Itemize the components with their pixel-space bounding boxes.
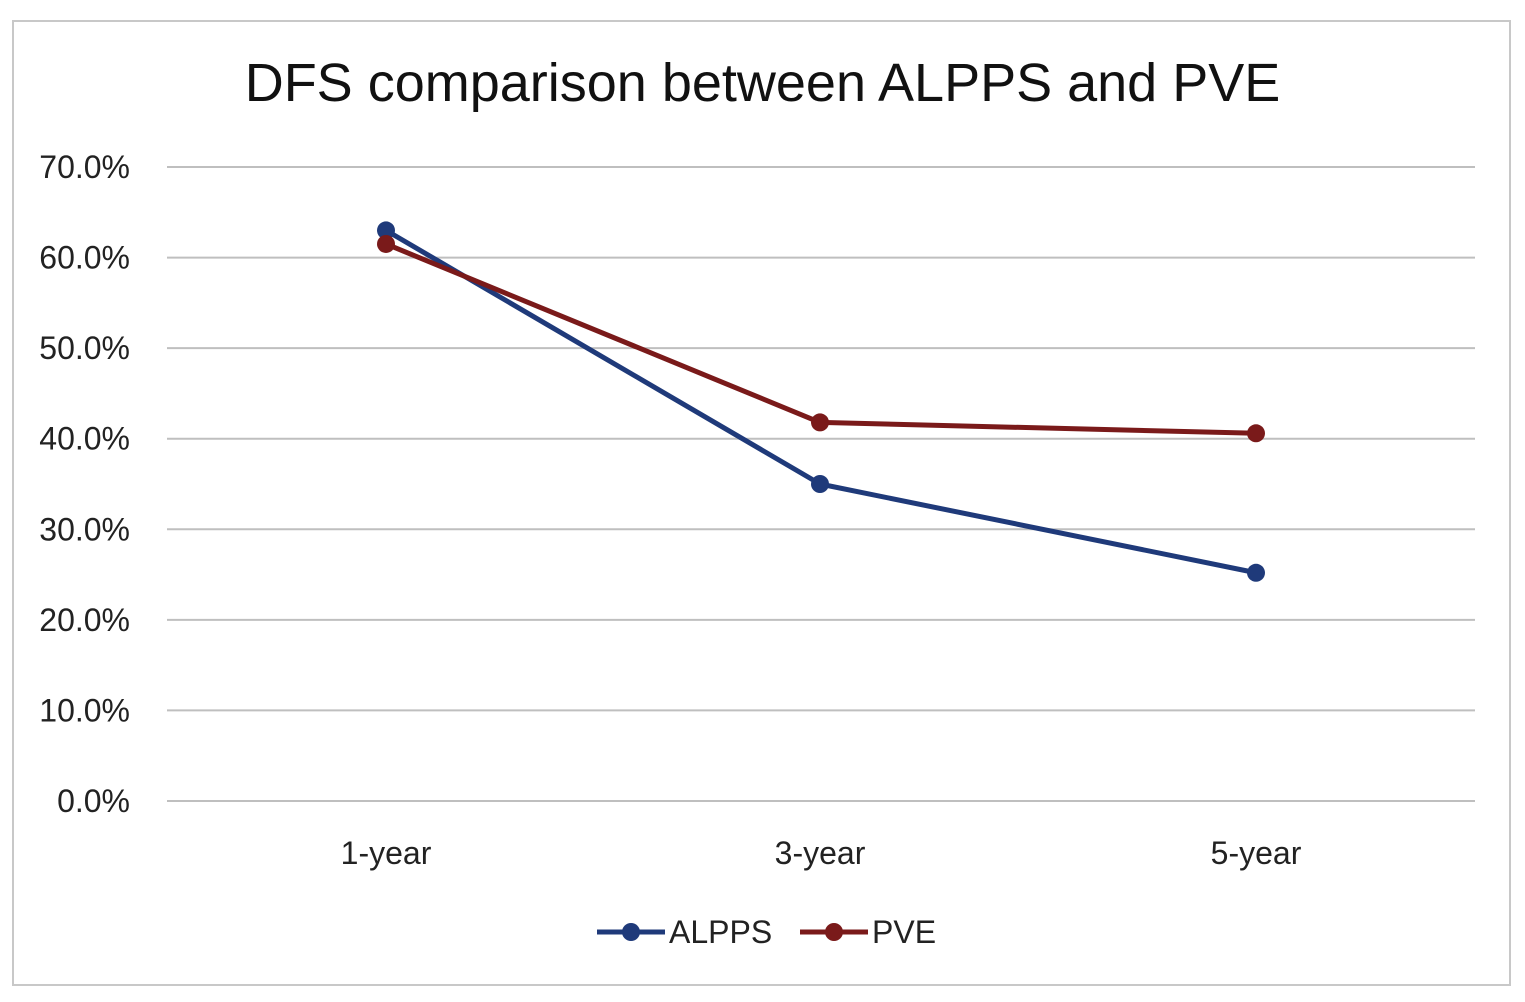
series-lines [377, 221, 1265, 582]
x-tick-label: 1-year [341, 835, 432, 871]
legend-swatch-marker [825, 923, 843, 941]
legend-swatch-marker [622, 923, 640, 941]
series-line-alpps [383, 227, 1259, 576]
series-line-pve [383, 241, 1259, 436]
y-tick-label: 10.0% [39, 692, 130, 728]
data-point-alpps [1247, 563, 1265, 582]
data-point-alpps [377, 221, 395, 240]
data-point-alpps [811, 475, 829, 493]
x-tick-label: 3-year [775, 835, 866, 871]
legend-label-pve: PVE [872, 914, 936, 950]
y-tick-label: 70.0% [39, 149, 130, 185]
grid-lines [167, 166, 1475, 802]
data-point-pve [377, 234, 395, 253]
y-tick-label: 0.0% [57, 783, 130, 819]
y-tick-label: 30.0% [39, 511, 130, 547]
x-axis-tick-labels: 1-year 3-year 5-year [341, 835, 1302, 871]
data-point-pve [1247, 424, 1265, 443]
legend-label-alpps: ALPPS [669, 914, 772, 950]
y-axis-tick-labels: 0.0% 10.0% 20.0% 30.0% 40.0% 50.0% 60.0% 70.0% [39, 149, 130, 819]
chart-title: DFS comparison between ALPPS and PVE [244, 53, 1281, 113]
x-tick-label: 5-year [1211, 835, 1302, 871]
y-tick-label: 60.0% [39, 240, 130, 276]
chart-frame [12, 20, 1511, 986]
y-tick-label: 20.0% [39, 602, 130, 638]
legend: ALPPS PVE [597, 914, 936, 950]
y-tick-label: 50.0% [39, 330, 130, 366]
y-tick-label: 40.0% [39, 421, 130, 457]
data-point-pve [811, 413, 829, 432]
